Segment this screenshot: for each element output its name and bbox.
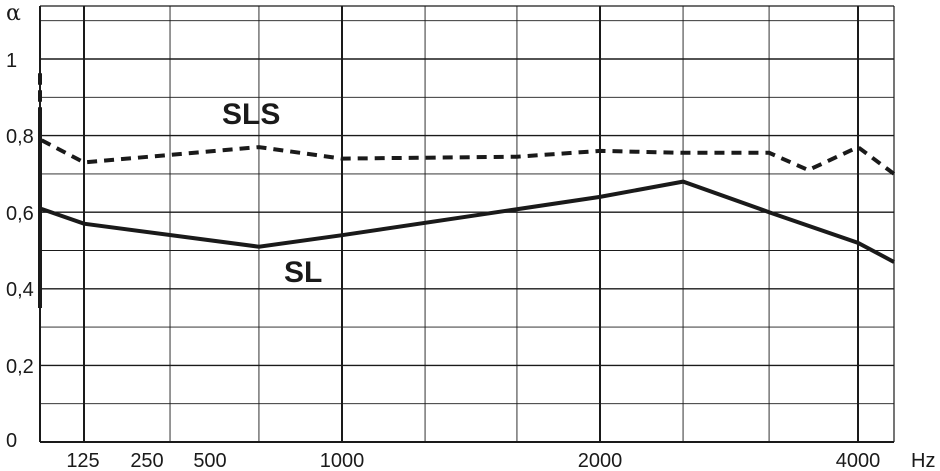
x-unit-label: Hz	[911, 450, 935, 471]
x-tick-label: 125	[66, 450, 99, 471]
series-labels: SLS SL	[222, 98, 322, 289]
x-tick-label: 1000	[320, 450, 365, 471]
y-tick-label: 0,4	[6, 279, 34, 301]
x-tick-label: 4000	[836, 450, 881, 471]
x-tick-label: 250	[130, 450, 163, 471]
y-axis-title: α	[6, 1, 21, 26]
series-label-sls: SLS	[222, 98, 280, 131]
series-line-sl	[38, 112, 895, 308]
series-line-sls	[38, 70, 896, 289]
grid-lines	[39, 5, 895, 443]
x-axis-labels: 125 250 500 1000 2000 4000 Hz	[66, 450, 935, 471]
series-label-sl: SL	[284, 256, 322, 289]
y-tick-label: 0,6	[6, 203, 34, 225]
y-tick-label: 1	[6, 50, 17, 72]
x-tick-label: 500	[193, 450, 226, 471]
x-tick-label: 2000	[578, 450, 623, 471]
y-tick-label: 0,2	[6, 356, 34, 378]
y-tick-label: 0	[6, 430, 17, 452]
series-layer	[38, 70, 896, 308]
y-axis-labels: α 1 0,8 0,6 0,4 0,2 0	[6, 1, 34, 452]
y-tick-label: 0,8	[6, 126, 34, 148]
